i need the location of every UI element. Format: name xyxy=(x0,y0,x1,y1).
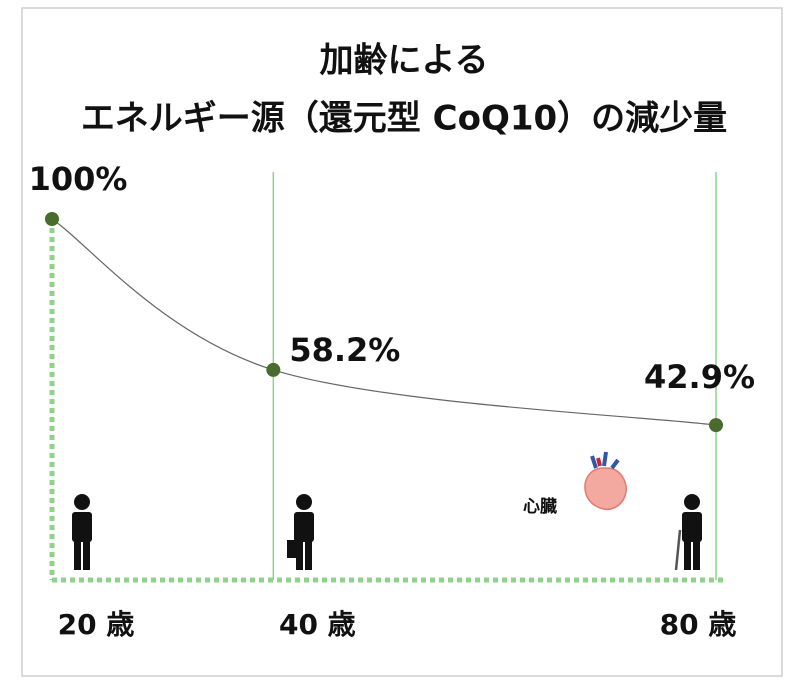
heart-icon xyxy=(584,451,627,510)
value-label: 42.9% xyxy=(644,358,755,396)
value-label: 100% xyxy=(29,160,128,198)
x-tick-label: 40 歳 xyxy=(279,608,356,641)
point xyxy=(709,418,723,433)
line xyxy=(51,218,717,426)
annotation: 心臓 xyxy=(523,497,557,517)
x-tick-label: 20 歳 xyxy=(58,608,135,641)
chart-title: 加齢による xyxy=(320,41,489,81)
person-icon xyxy=(674,494,702,571)
frame xyxy=(21,7,783,677)
person-icon xyxy=(287,494,314,570)
value-label: 58.2% xyxy=(289,331,400,369)
chart-title: エネルギー源（還元型 CoQ10）の減少量 xyxy=(81,99,727,139)
point xyxy=(45,212,59,226)
x-tick-label: 80 歳 xyxy=(660,608,737,641)
person-icon xyxy=(72,494,92,570)
point xyxy=(266,362,281,377)
